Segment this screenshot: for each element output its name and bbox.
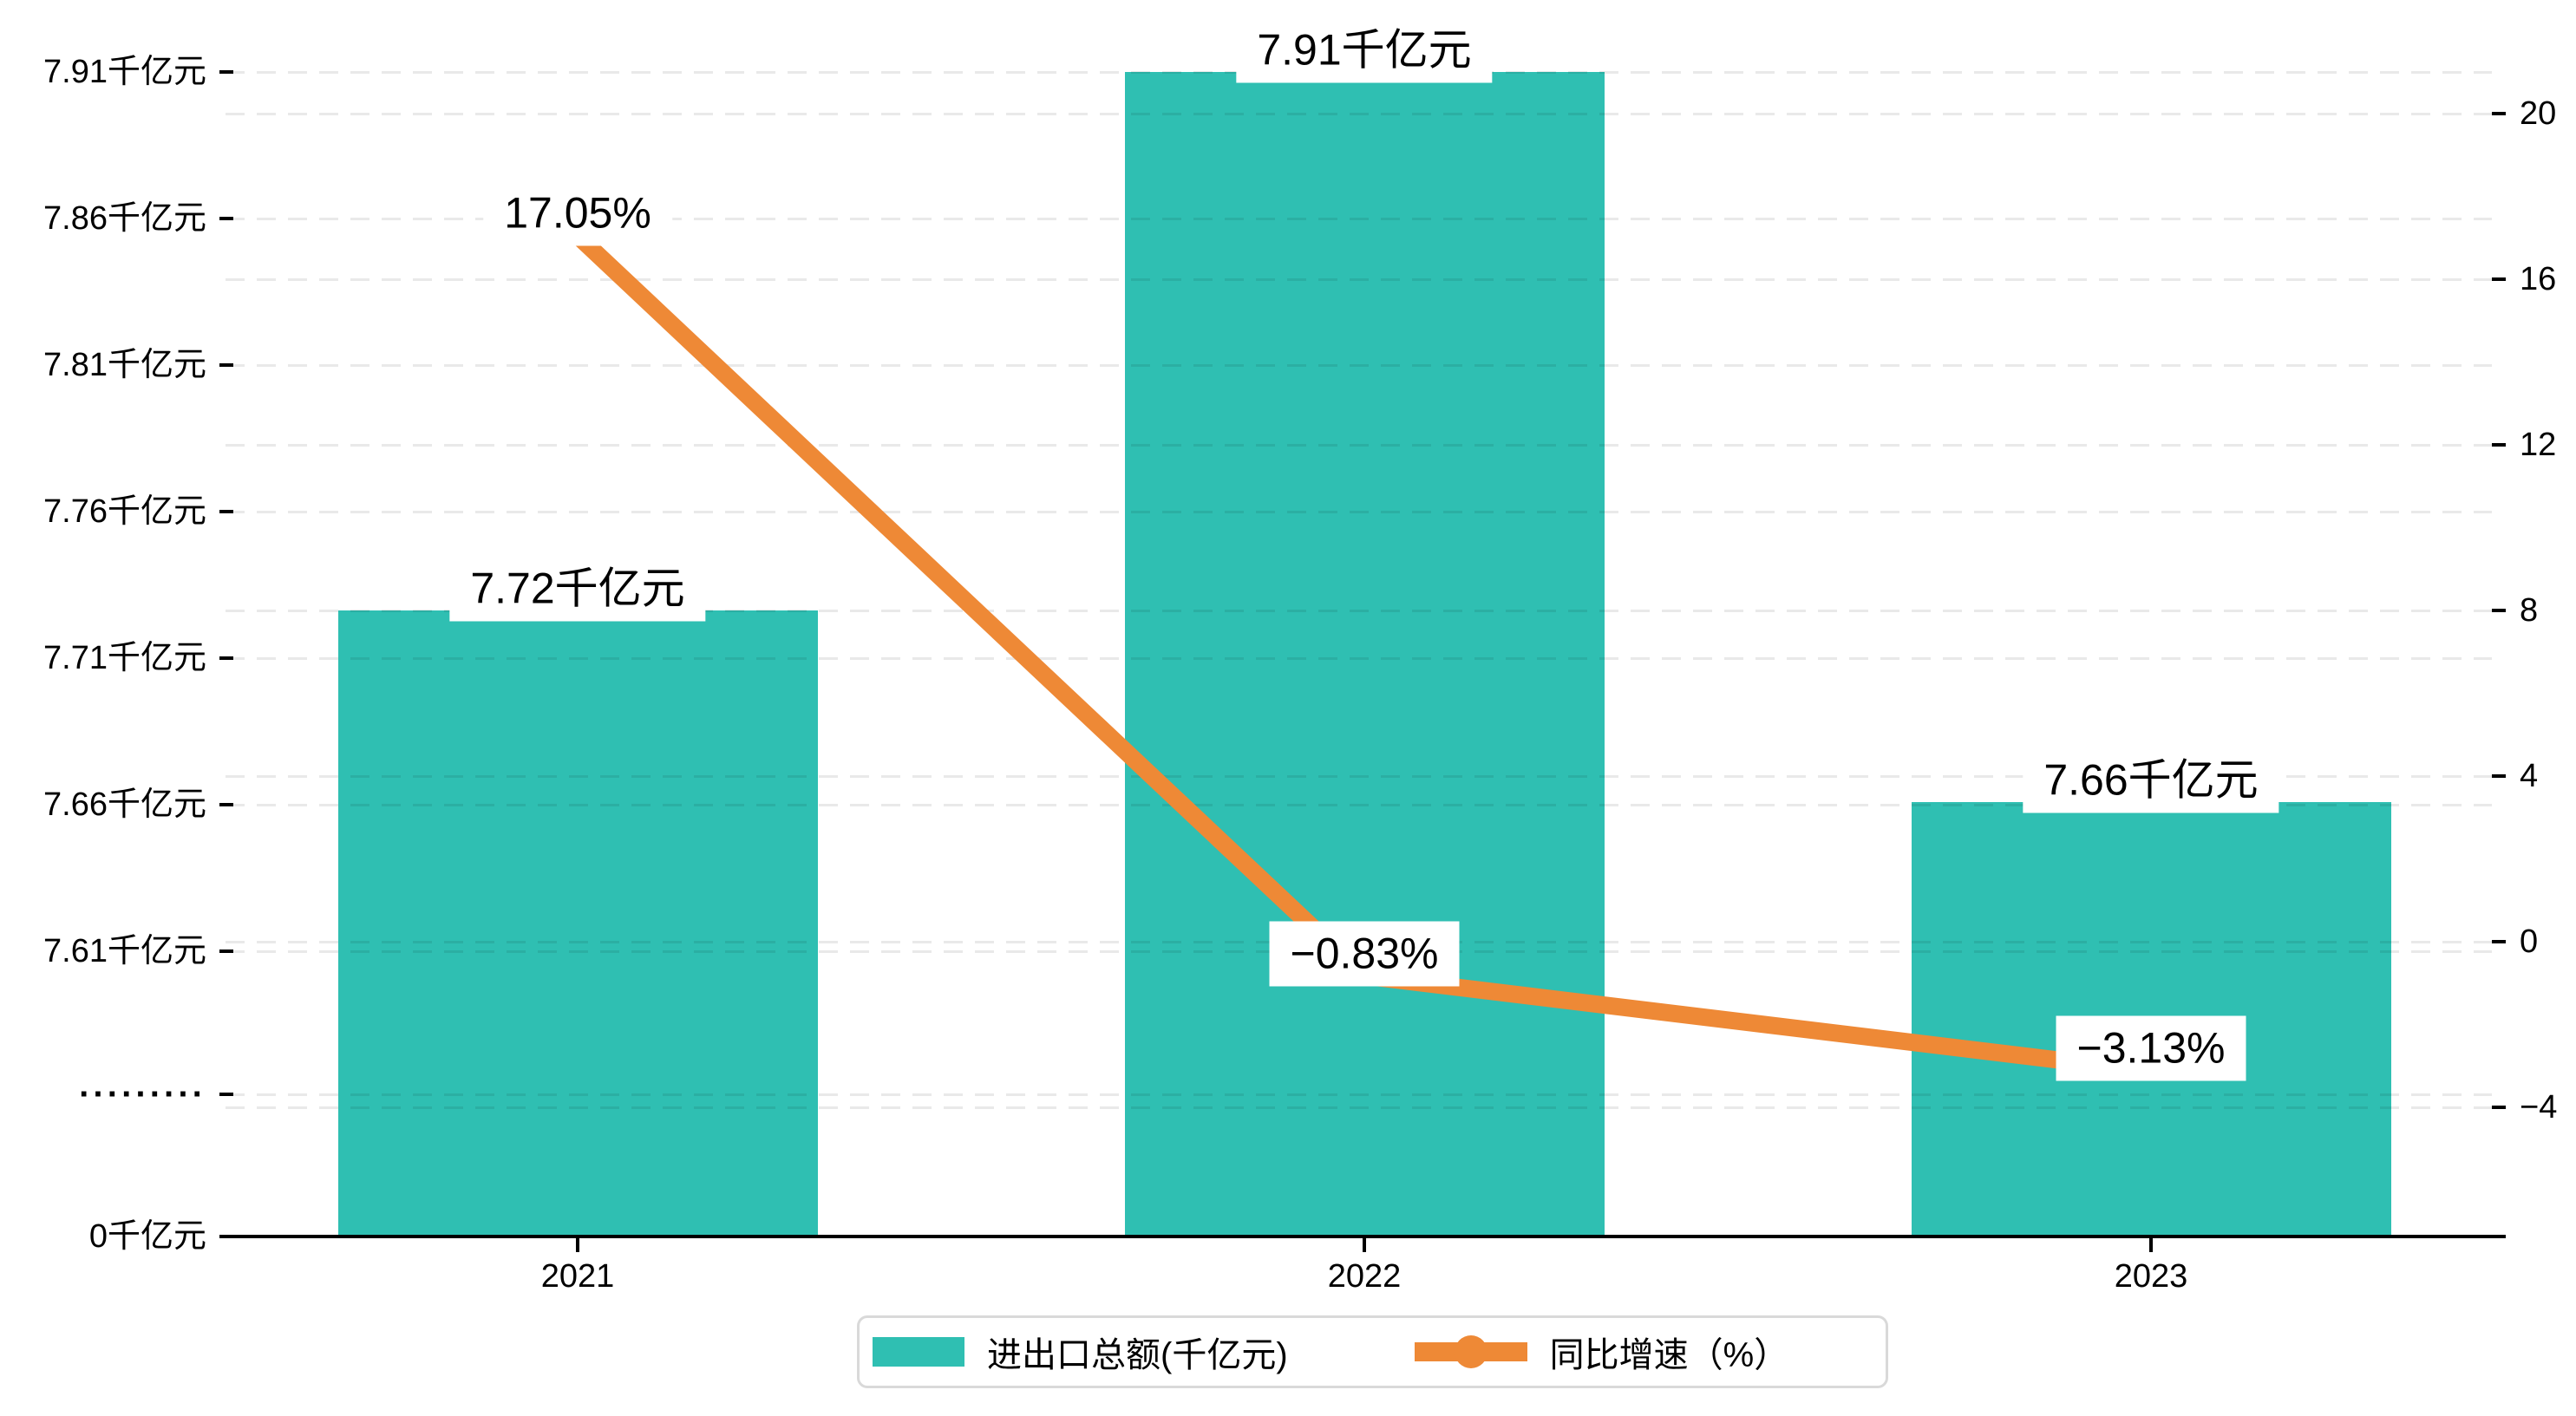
right-axis-tick	[2492, 774, 2506, 778]
gridline-right-axis	[226, 113, 2492, 115]
bar-value-label-2022: 7.91千亿元	[1236, 17, 1493, 83]
legend-item-import-export-total[interactable]: 进出口总额(千亿元)	[873, 1327, 1288, 1377]
left-axis-tick-label: 7.81千亿元	[43, 347, 206, 383]
x-axis-tick-label-2021: 2021	[540, 1258, 615, 1295]
left-axis-tick	[219, 217, 233, 220]
line-value-label-2021: 17.05%	[483, 180, 672, 246]
left-axis-tick	[219, 656, 233, 660]
bar-2021	[338, 610, 818, 1237]
right-axis-tick	[2492, 112, 2506, 115]
line-value-label-2022: −0.83%	[1269, 921, 1460, 987]
legend-item-growth-rate[interactable]: 同比增速（%）	[1288, 1327, 1789, 1377]
bar-2022	[1125, 72, 1605, 1237]
x-axis-tick	[576, 1238, 579, 1252]
right-axis-tick-label: 16	[2520, 261, 2557, 297]
x-axis-tick-label-2022: 2022	[1327, 1258, 1402, 1295]
line-value-label-2023: −3.13%	[2056, 1015, 2246, 1081]
x-axis-tick	[1363, 1238, 1366, 1252]
right-axis-tick	[2492, 277, 2506, 281]
right-axis-tick-label: 20	[2520, 95, 2557, 132]
bar-series-swatch	[873, 1337, 964, 1367]
gridline-right-axis	[226, 610, 2492, 612]
bar-value-label-2023: 7.66千亿元	[2023, 747, 2279, 813]
left-axis-tick-label: 7.66千亿元	[43, 786, 206, 823]
line-marker-dot-icon	[1454, 1335, 1487, 1368]
right-axis-tick-label: 4	[2520, 758, 2539, 794]
legend-label-line-series: 同比增速（%）	[1549, 1336, 1789, 1374]
left-axis-tick	[219, 363, 233, 367]
right-axis-tick	[2492, 443, 2506, 447]
left-axis-tick-label: 0千亿元	[88, 1218, 206, 1255]
line-series-marker	[1414, 1335, 1527, 1368]
gridline-right-axis	[226, 278, 2492, 281]
legend-label-bar-series: 进出口总额(千亿元)	[987, 1336, 1288, 1374]
bar-value-label-2021: 7.72千亿元	[449, 556, 706, 622]
gridline-left-axis	[226, 657, 2492, 660]
gridline-left-axis	[226, 364, 2492, 367]
gridline-left-axis	[226, 218, 2492, 220]
left-axis-tick	[219, 949, 233, 953]
left-axis-break-label: ·········	[79, 1075, 206, 1113]
gridline-left-axis	[226, 804, 2492, 806]
left-axis-tick	[219, 70, 233, 74]
right-axis-tick-label: 0	[2520, 923, 2539, 960]
right-axis-tick	[2492, 1106, 2506, 1109]
left-axis-tick-label: 7.71千亿元	[43, 640, 206, 676]
x-axis-line	[221, 1235, 2506, 1238]
legend: 进出口总额(千亿元) 同比增速（%）	[857, 1315, 1888, 1388]
gridline-left-axis	[226, 1093, 2492, 1096]
x-axis-tick	[2149, 1238, 2153, 1252]
left-axis-tick	[219, 803, 233, 806]
left-axis-tick	[219, 1093, 233, 1096]
gridline-right-axis	[226, 775, 2492, 778]
left-axis-tick-label: 7.76千亿元	[43, 493, 206, 530]
left-axis-tick	[219, 510, 233, 513]
right-axis-tick	[2492, 940, 2506, 943]
gridline-right-axis	[226, 444, 2492, 447]
left-axis-tick-label: 7.91千亿元	[43, 54, 206, 90]
right-axis-tick	[2492, 609, 2506, 612]
left-axis-tick-label: 7.86千亿元	[43, 200, 206, 237]
x-axis-tick-label-2023: 2023	[2114, 1258, 2188, 1295]
right-axis-tick-label: 8	[2520, 592, 2539, 629]
gridline-left-axis	[226, 511, 2492, 513]
right-axis-tick-label: 12	[2520, 427, 2557, 463]
right-axis-tick-label: −4	[2520, 1089, 2558, 1126]
gridline-right-axis	[226, 1106, 2492, 1109]
left-axis-tick-label: 7.61千亿元	[43, 933, 206, 969]
